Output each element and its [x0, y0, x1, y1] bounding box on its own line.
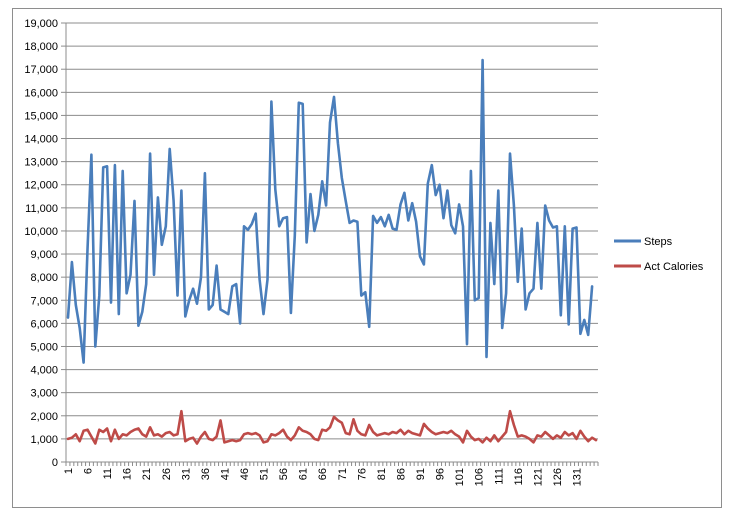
- y-tick-label: 1,000: [30, 434, 58, 446]
- x-tick-label: 16: [122, 468, 134, 480]
- y-tick-label: 7,000: [30, 295, 58, 307]
- x-tick-label: 106: [474, 468, 486, 486]
- x-tick-label: 51: [259, 468, 271, 480]
- series-line-steps: [66, 58, 594, 364]
- x-tick-label: 131: [571, 468, 583, 486]
- x-tick-label: 111: [493, 468, 505, 485]
- x-tick-label: 66: [317, 468, 329, 480]
- series-line-act-calories: [66, 409, 598, 445]
- x-tick-label: 11: [102, 468, 114, 479]
- y-tick-label: 14,000: [24, 134, 58, 146]
- y-tick-label: 10,000: [24, 226, 58, 238]
- y-tick-label: 2,000: [30, 411, 58, 423]
- y-tick-label: 19,000: [24, 18, 58, 30]
- x-tick-label: 56: [278, 468, 290, 480]
- y-tick-label: 4,000: [30, 365, 58, 377]
- y-tick-label: 11,000: [25, 203, 58, 215]
- x-tick-label: 26: [161, 468, 173, 480]
- x-tick-label: 31: [180, 468, 192, 480]
- x-tick-label: 21: [141, 468, 153, 480]
- legend-label-steps: Steps: [644, 236, 673, 248]
- x-tick-label: 101: [454, 468, 466, 486]
- x-tick-label: 126: [552, 468, 564, 486]
- y-tick-label: 17,000: [24, 64, 58, 76]
- y-tick-label: 6,000: [30, 318, 58, 330]
- legend-label-act-calories: Act Calories: [644, 261, 704, 273]
- x-tick-label: 46: [239, 468, 251, 480]
- x-tick-label: 91: [415, 468, 427, 480]
- x-tick-label: 71: [337, 468, 349, 480]
- y-tick-label: 9,000: [30, 249, 58, 261]
- y-tick-label: 13,000: [24, 157, 58, 169]
- y-tick-label: 8,000: [30, 272, 58, 284]
- y-tick-label: 12,000: [24, 180, 58, 192]
- x-tick-label: 116: [513, 468, 525, 486]
- y-tick-label: 0: [52, 457, 58, 469]
- x-tick-label: 61: [298, 468, 310, 480]
- x-tick-label: 41: [219, 468, 231, 480]
- x-tick-label: 76: [356, 468, 368, 480]
- x-tick-label: 36: [200, 468, 212, 480]
- y-tick-label: 15,000: [24, 110, 58, 122]
- x-tick-label: 6: [83, 468, 95, 474]
- y-tick-label: 5,000: [30, 341, 58, 353]
- x-tick-label: 86: [395, 468, 407, 480]
- y-tick-label: 18,000: [24, 41, 58, 53]
- y-tick-label: 16,000: [24, 87, 58, 99]
- y-tick-label: 3,000: [30, 388, 58, 400]
- x-tick-label: 121: [532, 468, 544, 486]
- x-tick-label: 81: [376, 468, 388, 480]
- x-tick-label: 1: [63, 468, 75, 474]
- x-tick-label: 96: [435, 468, 447, 480]
